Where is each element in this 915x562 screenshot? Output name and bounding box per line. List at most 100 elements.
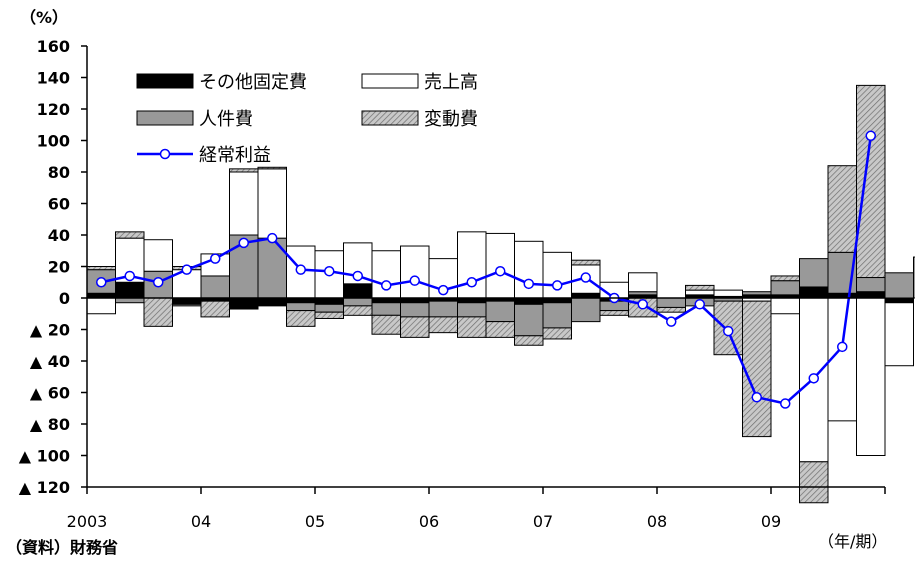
profit-line-layer <box>96 130 876 409</box>
bar-personnel <box>457 302 487 318</box>
bar-personnel <box>770 280 800 296</box>
bar-personnel <box>542 302 572 329</box>
ordinary-profit-point <box>324 265 335 277</box>
bar-variable <box>742 300 772 438</box>
bar-variable <box>229 168 259 173</box>
bar-personnel <box>314 303 344 313</box>
bar-sales <box>257 168 287 239</box>
ordinary-profit-point <box>409 275 420 286</box>
source-note: （資料）財務省 <box>6 538 118 557</box>
bar-personnel <box>172 303 202 307</box>
ordinary-profit-point <box>666 316 677 327</box>
ordinary-profit-point <box>637 299 648 310</box>
bar-personnel <box>514 303 544 337</box>
bar-other-fixed <box>856 291 886 299</box>
bar-personnel <box>799 258 829 288</box>
bar-variable <box>257 166 287 170</box>
ordinary-profit-point <box>124 270 135 282</box>
bar-sales <box>542 251 572 299</box>
bar-variable <box>115 231 145 239</box>
bar-other-fixed <box>314 297 344 305</box>
bar-personnel <box>200 275 230 299</box>
ordinary-profit-point <box>96 277 107 288</box>
ordinary-profit-point <box>808 373 819 384</box>
legend-swatch-other-fixed <box>136 73 194 89</box>
legend-swatch-sales <box>361 73 419 89</box>
y-tick-label: 140 <box>37 69 70 88</box>
y-tick-label: 20 <box>48 258 70 277</box>
legend-swatch-variable <box>361 110 419 126</box>
ordinary-profit-line <box>100 135 872 405</box>
bar-other-fixed <box>172 297 202 305</box>
ordinary-profit-point <box>295 264 306 275</box>
bar-other-fixed <box>799 286 829 299</box>
bar-variable <box>286 310 316 327</box>
bar-variable <box>86 266 116 271</box>
ordinary-profit-point <box>381 280 392 291</box>
y-tick-label: ▲ 60 <box>30 384 70 403</box>
bar-sales <box>371 250 401 299</box>
legend-label-other-fixed: その他固定費 <box>199 72 307 93</box>
x-tick-label: 09 <box>761 512 781 531</box>
y-tick-label: ▲ 120 <box>19 478 70 497</box>
bar-variable <box>856 84 886 279</box>
y-tick-label: 80 <box>48 163 70 182</box>
ordinary-profit-point <box>523 278 534 290</box>
bar-sales <box>628 272 658 293</box>
y-tick-label: ▲ 40 <box>30 352 70 371</box>
bar-variable <box>428 316 458 334</box>
bar-variable <box>571 259 601 266</box>
bar-variable <box>599 310 629 316</box>
bar-variable <box>457 316 487 338</box>
x-tick-label: 2003 <box>67 512 108 531</box>
y-tick-label: 120 <box>37 100 70 119</box>
y-tick-label: 160 <box>37 37 70 56</box>
ordinary-profit-point <box>153 277 164 288</box>
ordinary-profit-point <box>352 270 363 282</box>
y-tick-label: 0 <box>59 289 70 308</box>
x-tick-label: 08 <box>647 512 667 531</box>
y-tick-label: ▲ 20 <box>30 321 70 340</box>
bar-variable <box>371 314 401 335</box>
bar-other-fixed <box>514 297 544 305</box>
bar-variable <box>485 321 515 338</box>
bar-personnel <box>856 277 886 293</box>
legend-marker-profit <box>159 148 171 160</box>
bar-personnel <box>742 291 772 296</box>
bar-sales <box>514 240 544 299</box>
y-tick-label: ▲ 100 <box>19 447 70 466</box>
bar-sales <box>685 289 715 296</box>
legend-label-variable: 変動費 <box>424 109 478 130</box>
legend: その他固定費 売上高 人件費 変動費 経常利益 <box>136 72 478 166</box>
bar-personnel <box>571 297 601 323</box>
bar-variable <box>343 305 373 316</box>
legend-label-profit: 経常利益 <box>199 145 271 166</box>
bar-variable <box>770 275 800 282</box>
bar-sales <box>86 297 116 315</box>
bar-personnel <box>400 302 430 318</box>
bar-variable <box>799 461 829 504</box>
y-tick-label: 60 <box>48 195 70 214</box>
ordinary-profit-point <box>438 284 449 296</box>
legend-label-sales: 売上高 <box>424 72 478 93</box>
bar-sales <box>143 239 173 272</box>
bar-variable <box>685 284 715 291</box>
bar-personnel <box>884 272 914 299</box>
ordinary-profit-point <box>210 253 221 264</box>
bar-sales <box>229 171 259 236</box>
bar-variable <box>143 297 173 327</box>
ordinary-profit-point <box>181 264 192 275</box>
bar-personnel <box>343 297 373 307</box>
bar-variable <box>656 306 686 313</box>
bar-other-fixed <box>257 297 287 307</box>
bar-variable <box>200 300 230 318</box>
bar-sales <box>400 245 430 299</box>
axes-layer: 160 140 120 100 80 60 40 20 0 ▲ 20 ▲ 40 ▲ 60 ▲ 80 ▲ 1… <box>19 37 886 531</box>
bar-other-fixed <box>343 283 373 299</box>
bar-sales <box>856 297 886 456</box>
y-tick-label: 100 <box>37 132 70 151</box>
y-tick-label: ▲ 80 <box>30 415 70 434</box>
bar-sales <box>827 297 857 422</box>
bar-sales <box>457 231 487 299</box>
ordinary-profit-point <box>267 232 278 244</box>
